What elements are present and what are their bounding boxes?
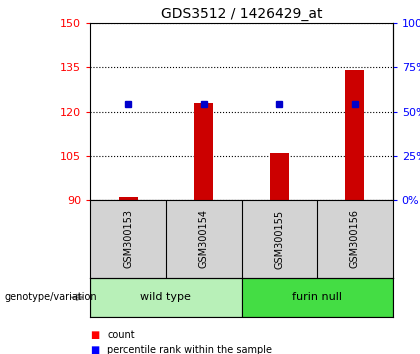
Text: percentile rank within the sample: percentile rank within the sample <box>107 346 272 354</box>
Text: wild type: wild type <box>140 292 192 302</box>
Bar <box>241 278 393 317</box>
Bar <box>90 278 242 317</box>
Text: GSM300156: GSM300156 <box>350 210 360 268</box>
Text: ■: ■ <box>90 346 100 354</box>
Text: genotype/variation: genotype/variation <box>4 292 97 302</box>
Bar <box>119 197 138 200</box>
Bar <box>270 153 289 200</box>
Bar <box>194 103 213 200</box>
Text: GSM300155: GSM300155 <box>274 209 284 269</box>
Text: GSM300153: GSM300153 <box>123 210 133 268</box>
Text: furin null: furin null <box>292 292 342 302</box>
Text: GSM300154: GSM300154 <box>199 210 209 268</box>
Bar <box>346 70 365 200</box>
Title: GDS3512 / 1426429_at: GDS3512 / 1426429_at <box>161 7 322 21</box>
Text: count: count <box>107 330 135 339</box>
Text: ■: ■ <box>90 330 100 339</box>
